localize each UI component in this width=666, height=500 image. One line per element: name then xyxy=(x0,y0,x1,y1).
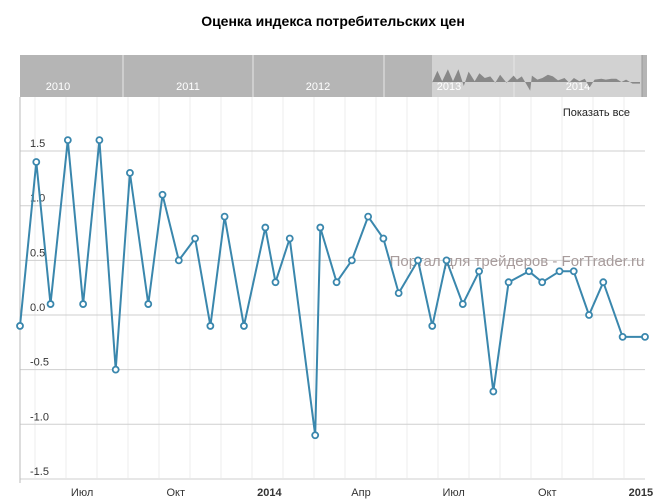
data-point[interactable] xyxy=(414,256,422,265)
navigator-selected-range[interactable] xyxy=(432,55,642,97)
watermark: Портал для трейдеров - ForTrader.ru xyxy=(390,253,645,270)
navigator-year-label: 2013 xyxy=(437,81,461,93)
data-point[interactable] xyxy=(46,300,55,308)
data-point[interactable] xyxy=(144,300,153,308)
data-point[interactable] xyxy=(347,256,356,265)
range-navigator[interactable]: 2010 2011 2012 2013 2014 xyxy=(20,55,647,97)
data-point[interactable] xyxy=(111,365,120,374)
x-tick-label: Апр xyxy=(351,487,370,499)
x-tick-label: Окт xyxy=(538,487,557,499)
y-tick-label: 0.5 xyxy=(30,247,45,259)
data-point[interactable] xyxy=(79,300,88,308)
data-point[interactable] xyxy=(525,267,533,276)
x-axis: Июл Окт 2014 Апр Июл Окт 2015 xyxy=(71,487,653,499)
data-point[interactable] xyxy=(364,212,373,221)
y-tick-label: -1.0 xyxy=(30,411,49,423)
data-point[interactable] xyxy=(174,256,183,265)
x-tick-label: 2014 xyxy=(257,487,282,499)
data-point[interactable] xyxy=(63,136,72,145)
chart-title: Оценка индекса потребительских цен xyxy=(201,13,465,29)
x-tick-label: Июл xyxy=(71,487,93,499)
grid xyxy=(19,97,645,483)
x-tick-label: Окт xyxy=(166,487,185,499)
data-point[interactable] xyxy=(458,300,467,308)
data-point[interactable] xyxy=(555,267,564,276)
data-point[interactable] xyxy=(271,278,280,287)
data-point[interactable] xyxy=(32,158,41,166)
y-tick-label: -1.5 xyxy=(30,466,49,478)
data-point[interactable] xyxy=(220,212,229,221)
data-point[interactable] xyxy=(191,234,199,243)
data-point[interactable] xyxy=(428,322,437,330)
data-point[interactable] xyxy=(240,322,248,330)
navigator-year-label: 2012 xyxy=(306,81,330,93)
series-line xyxy=(16,136,649,440)
navigator-year-label: 2014 xyxy=(566,81,590,93)
data-point[interactable] xyxy=(569,267,578,276)
data-point[interactable] xyxy=(261,223,270,232)
data-point[interactable] xyxy=(538,278,547,287)
show-all-button[interactable]: Показать все xyxy=(563,107,630,119)
data-point[interactable] xyxy=(285,234,294,243)
navigator-mini-series xyxy=(432,69,640,91)
data-point[interactable] xyxy=(585,311,593,319)
data-point[interactable] xyxy=(95,136,104,145)
navigator-year-label: 2011 xyxy=(176,81,200,93)
y-tick-label: 0.0 xyxy=(30,302,45,314)
data-point[interactable] xyxy=(599,278,608,287)
x-tick-label: 2015 xyxy=(629,487,653,499)
x-tick-label: Июл xyxy=(442,487,464,499)
series-path xyxy=(19,139,645,437)
data-point[interactable] xyxy=(158,190,167,199)
y-axis: 1.51.00.50.0-0.5-1.0-1.5 xyxy=(30,138,49,478)
data-point[interactable] xyxy=(394,289,403,298)
data-point[interactable] xyxy=(641,332,649,341)
data-point[interactable] xyxy=(311,431,320,440)
data-point[interactable] xyxy=(618,332,627,341)
data-point[interactable] xyxy=(379,234,388,243)
navigator-year-label: 2010 xyxy=(46,81,70,93)
y-tick-label: 1.5 xyxy=(30,138,45,150)
data-point[interactable] xyxy=(126,169,134,177)
data-point[interactable] xyxy=(475,267,483,276)
y-tick-label: -0.5 xyxy=(30,357,49,369)
data-point[interactable] xyxy=(442,256,451,265)
data-point[interactable] xyxy=(16,322,24,330)
data-point[interactable] xyxy=(332,278,341,287)
data-point[interactable] xyxy=(504,278,513,287)
data-point[interactable] xyxy=(206,322,215,330)
data-point[interactable] xyxy=(489,387,498,396)
data-point[interactable] xyxy=(316,223,325,232)
